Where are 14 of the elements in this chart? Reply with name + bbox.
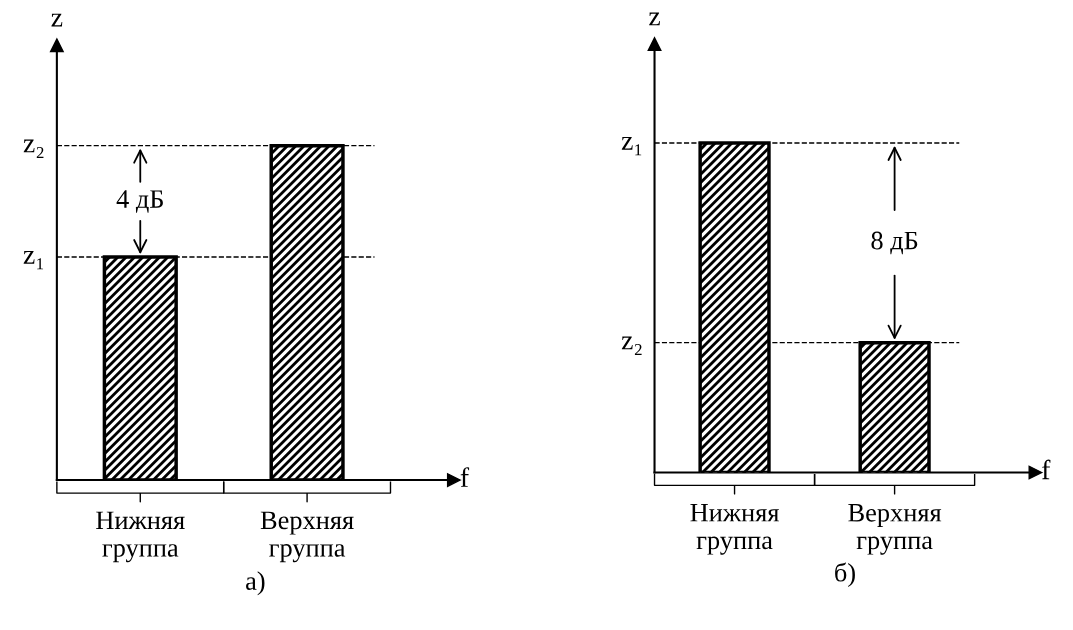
text: а)	[246, 571, 265, 596]
y-axis-title: z	[649, 12, 660, 26]
x-axis-title: f	[1042, 459, 1051, 480]
ref-line-label: z₂	[23, 139, 44, 159]
ref-line-label: z₁	[621, 136, 642, 156]
x-axis-title: f	[460, 467, 470, 487]
ref-line-label: z₁	[23, 250, 44, 270]
x-tick-label: Нижняя группа	[690, 504, 779, 555]
text: б)	[835, 562, 855, 587]
annotation: 4 дБ	[116, 190, 163, 213]
ref-line-label: z₂	[621, 336, 642, 355]
annotation: 8 дБ	[871, 231, 918, 255]
y-axis-title: z	[51, 13, 63, 27]
x-tick-label: Нижняя группа	[96, 511, 185, 563]
